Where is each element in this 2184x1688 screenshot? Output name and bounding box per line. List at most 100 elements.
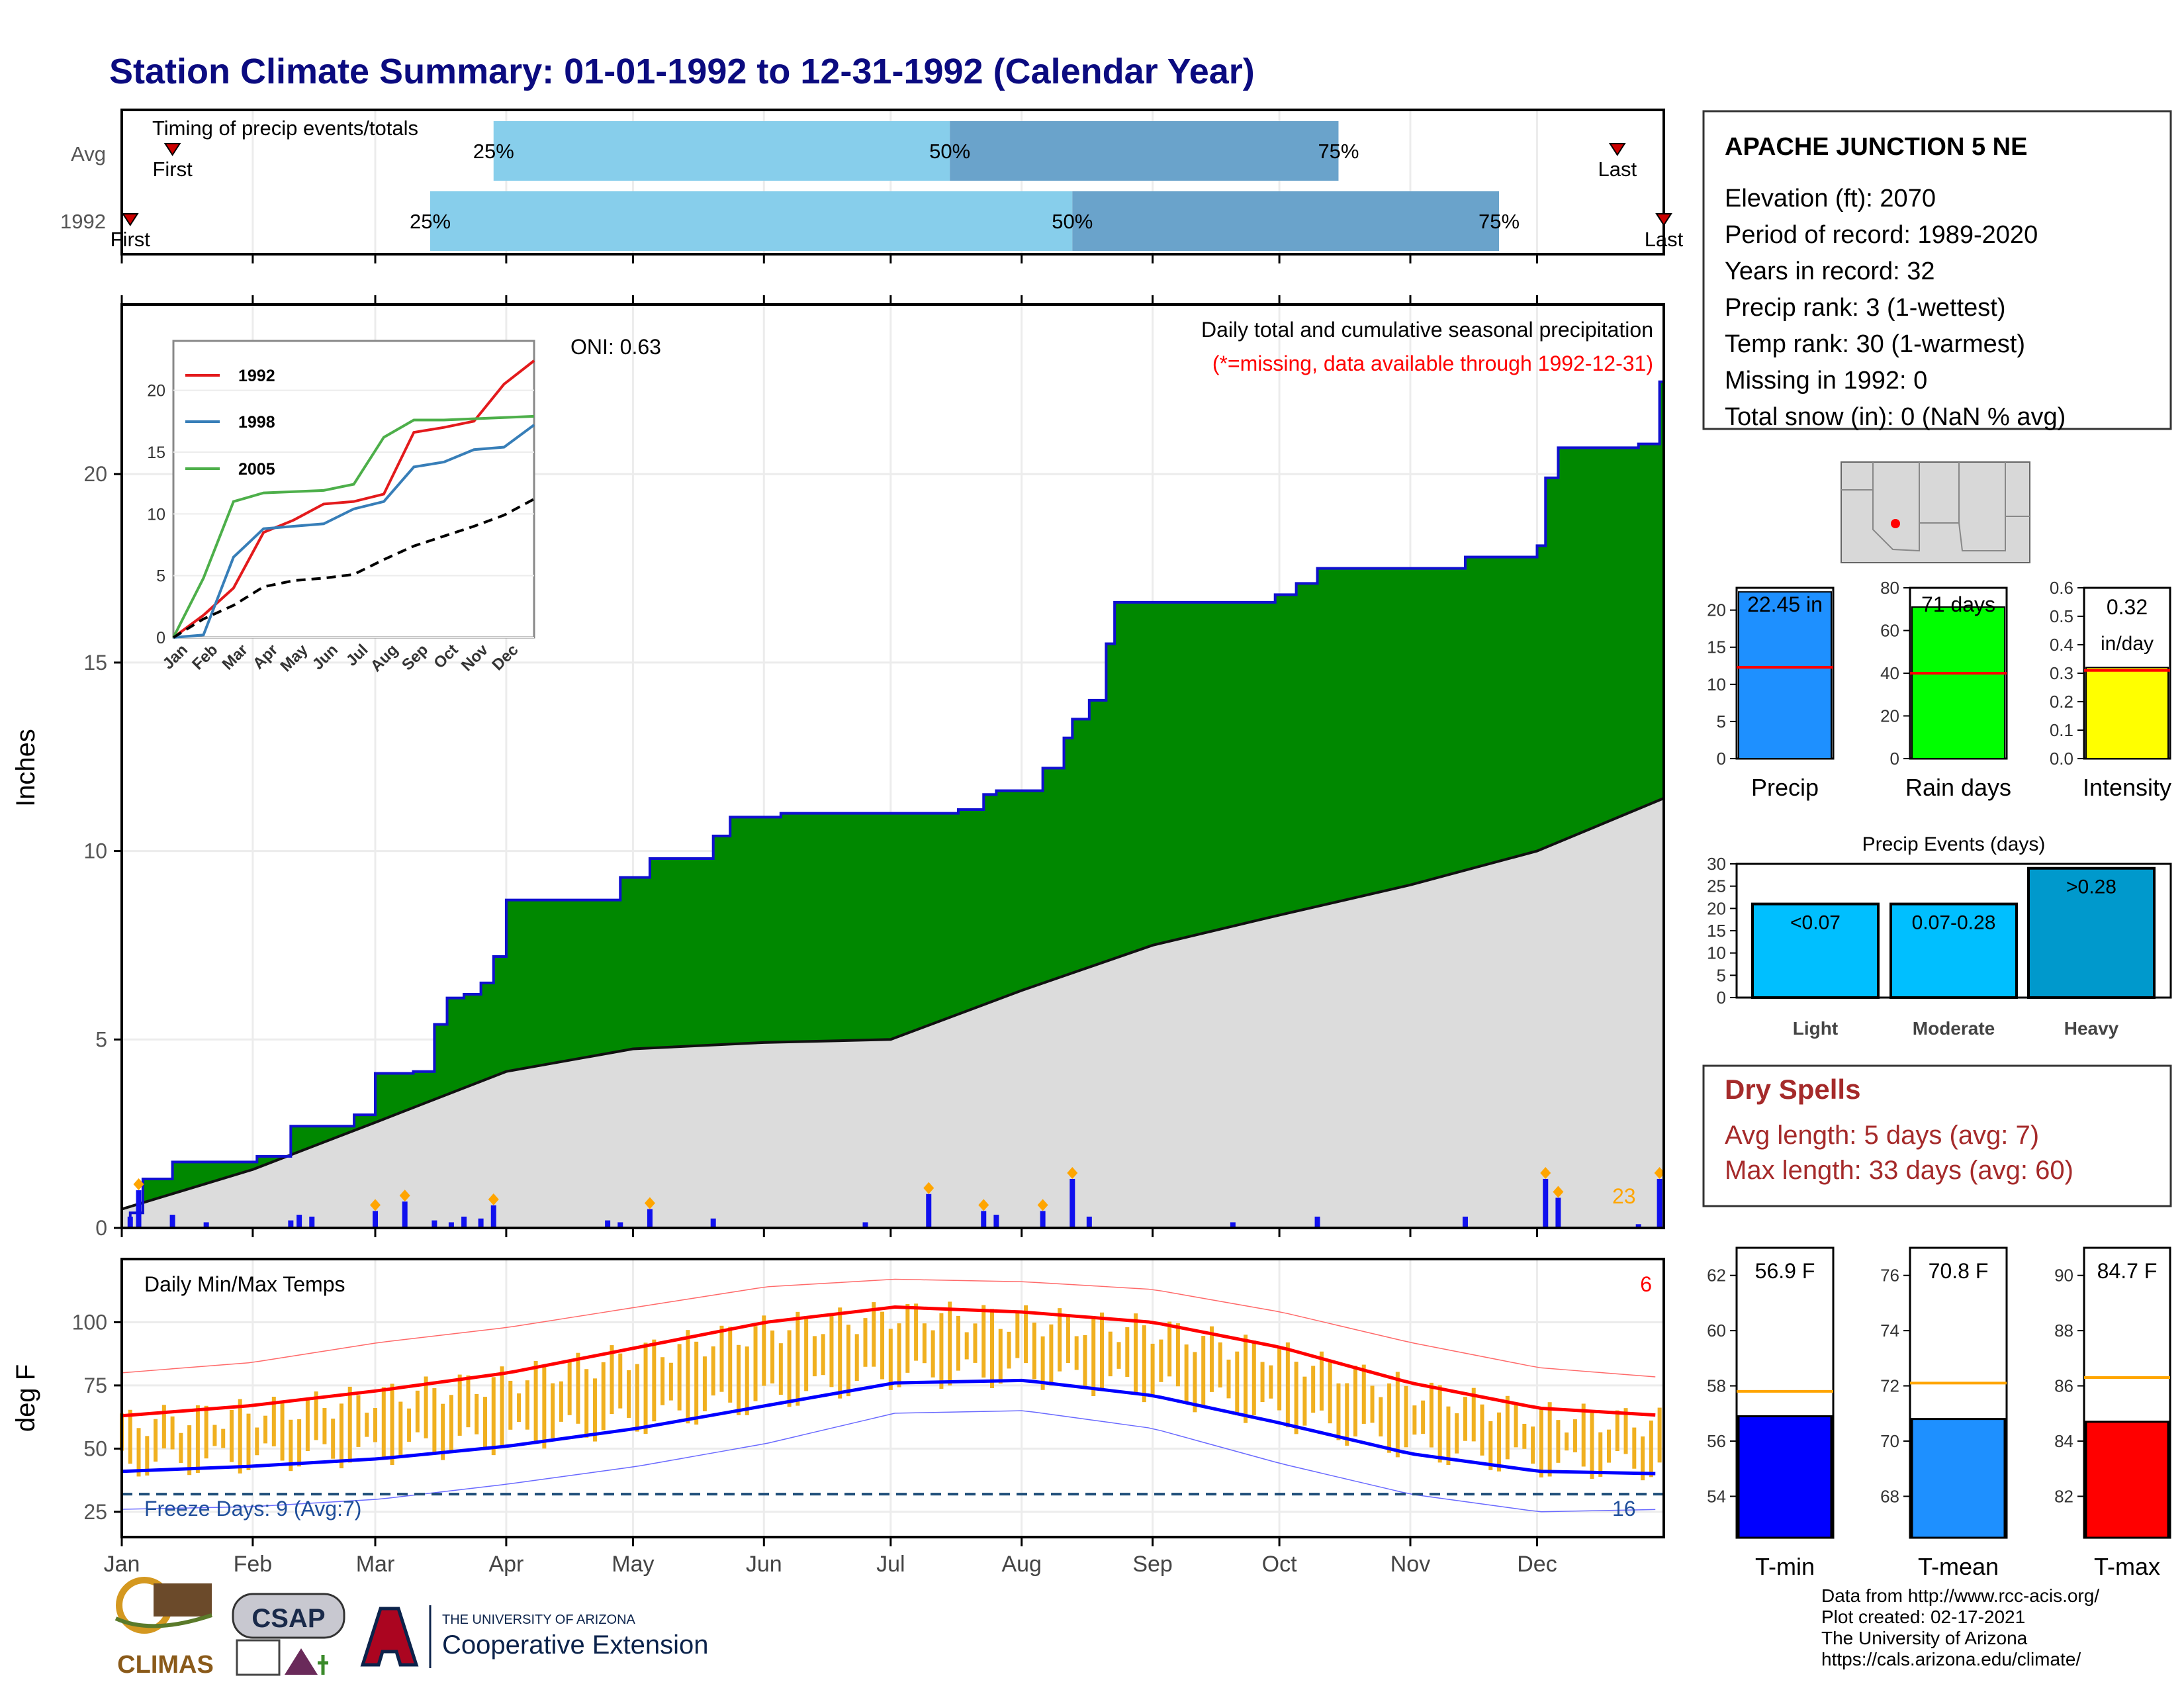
daily-temp-bar — [1632, 1427, 1637, 1469]
timing-frame — [120, 109, 1665, 256]
daily-temp-bar — [1024, 1305, 1028, 1364]
station-missing: Missing in 1992: 0 — [1725, 367, 1927, 395]
record-precip-marker — [923, 1182, 934, 1194]
daily-temp-bar — [846, 1325, 850, 1397]
summary-ytick-label: 0 — [1890, 749, 1899, 769]
daily-temp-bar — [1032, 1322, 1036, 1380]
summary-ytick-label: 0.2 — [2050, 692, 2073, 712]
page-title: Station Climate Summary: 01-01-1992 to 1… — [109, 52, 1255, 91]
temp-summary-ytick-label: 68 — [1880, 1486, 1899, 1506]
summary-title: Rain days — [1905, 774, 2011, 801]
daily-precip-bar — [309, 1216, 315, 1228]
inset-month-label: Aug — [367, 641, 402, 675]
daily-temp-bar — [1260, 1362, 1265, 1402]
daily-temp-bar — [1370, 1385, 1375, 1423]
coop-extension-text: Cooperative Extension — [442, 1630, 708, 1660]
record-precip-marker — [370, 1199, 381, 1211]
summary-ytick-label: 5 — [1717, 712, 1726, 731]
daily-temp-bar — [297, 1419, 302, 1467]
station-elevation: Elevation (ft): 2070 — [1725, 185, 1936, 212]
daily-temp-bar — [280, 1401, 285, 1461]
daily-temp-bar — [1590, 1413, 1594, 1479]
inset-month-label: Mar — [219, 641, 251, 673]
daily-temp-bar — [1412, 1405, 1417, 1435]
inset-legend: 1992 1998 2005 — [185, 367, 275, 479]
daily-temp-bar — [1336, 1383, 1341, 1440]
summary-ytick-label: 40 — [1880, 663, 1899, 683]
temp-summary-ytick-label: 56 — [1707, 1431, 1726, 1451]
daily-temp-bar — [652, 1339, 657, 1422]
daily-temp-bar — [1235, 1351, 1240, 1416]
daily-temp-bar — [1531, 1426, 1535, 1464]
summary-ytick-label: 15 — [1707, 637, 1726, 657]
daily-temp-bar — [711, 1346, 715, 1396]
daily-temp-bar — [1134, 1313, 1138, 1393]
daily-temp-bar — [517, 1393, 522, 1423]
daily-precip-bar — [1314, 1216, 1320, 1228]
daily-temp-bar — [1505, 1395, 1510, 1460]
daily-temp-bar — [154, 1419, 158, 1462]
daily-temp-bar — [821, 1334, 825, 1376]
event-bar-moderate — [1889, 902, 2018, 999]
summary-bar — [1738, 591, 1832, 759]
first-event-label: First — [111, 228, 151, 251]
daily-temp-bar — [1615, 1410, 1619, 1452]
daily-temp-bar — [1361, 1364, 1366, 1424]
daily-temp-bar — [170, 1416, 175, 1450]
daily-temp-bar — [1421, 1400, 1426, 1434]
temp-summary-bar — [1737, 1415, 1833, 1539]
record-max-line — [121, 1278, 1656, 1378]
timing-bar-25-50 — [430, 191, 1073, 251]
daily-temp-bar — [1607, 1429, 1612, 1463]
daily-temp-bar — [508, 1380, 513, 1430]
daily-temp-bar — [1572, 1419, 1577, 1452]
summary-bar-chart-2: 0 20 40 60 80 71 days Rain days — [1880, 578, 2011, 801]
precip-panel: 0 5 10 15 20 Inches Daily total and cumulati… — [11, 295, 1665, 1240]
cold-days-count: 16 — [1612, 1497, 1636, 1521]
inset-month-label: Feb — [189, 641, 221, 673]
daily-precip-bar — [1069, 1178, 1075, 1228]
daily-temp-bar — [1345, 1383, 1349, 1446]
daily-temp-bar — [778, 1343, 783, 1395]
events-ytick-label: 0 — [1717, 988, 1726, 1008]
daily-temp-bar — [204, 1405, 208, 1459]
csap-grid — [236, 1639, 281, 1676]
daily-temp-bar — [491, 1377, 496, 1456]
daily-temp-bar — [1244, 1335, 1248, 1423]
daily-precip-bar — [1086, 1216, 1092, 1228]
daily-temp-bar — [1514, 1402, 1518, 1448]
ua-small-text: THE UNIVERSITY OF ARIZONA — [442, 1613, 636, 1627]
daily-temp-bar — [441, 1403, 445, 1460]
temp-summary-ytick-label: 90 — [2054, 1266, 2073, 1286]
dry-spells-box: Dry Spells Avg length: 5 days (avg: 7) M… — [1702, 1064, 2172, 1207]
daily-temp-bar — [618, 1353, 623, 1409]
summary-bar — [2085, 667, 2169, 760]
daily-temp-bar — [677, 1344, 682, 1411]
daily-temp-bar — [1480, 1404, 1484, 1456]
daily-temp-bar — [1379, 1397, 1383, 1436]
daily-precip-bar — [981, 1211, 987, 1228]
daily-precip-bar — [1462, 1216, 1468, 1228]
temp-ytick-label: 100 — [72, 1310, 107, 1334]
daily-temp-bar — [948, 1301, 952, 1385]
month-label: Apr — [488, 1552, 523, 1577]
daily-temp-bar — [981, 1305, 986, 1378]
record-min-line — [121, 1410, 1656, 1513]
last-event-marker — [1608, 143, 1626, 156]
daily-temp-bar — [635, 1364, 639, 1432]
temp-ytick-label: 75 — [83, 1374, 107, 1397]
climas-logo: CLIMAS — [114, 1577, 214, 1679]
daily-precip-bar — [1543, 1178, 1549, 1228]
first-event-marker — [121, 213, 139, 226]
summary-ytick-label: 0.0 — [2050, 749, 2073, 769]
daily-precip-bar — [605, 1220, 611, 1228]
daily-temp-bar — [1167, 1321, 1172, 1377]
temp-summary-bar — [2085, 1421, 2169, 1539]
daily-temp-bar — [1116, 1342, 1121, 1369]
daily-temp-bar — [914, 1303, 919, 1361]
ua-a-mark — [360, 1607, 419, 1667]
summary-title: Intensity — [2083, 774, 2171, 801]
daily-precip-bar — [373, 1211, 379, 1228]
daily-temp-bar — [1446, 1406, 1451, 1466]
daily-temp-bar — [1395, 1372, 1400, 1458]
